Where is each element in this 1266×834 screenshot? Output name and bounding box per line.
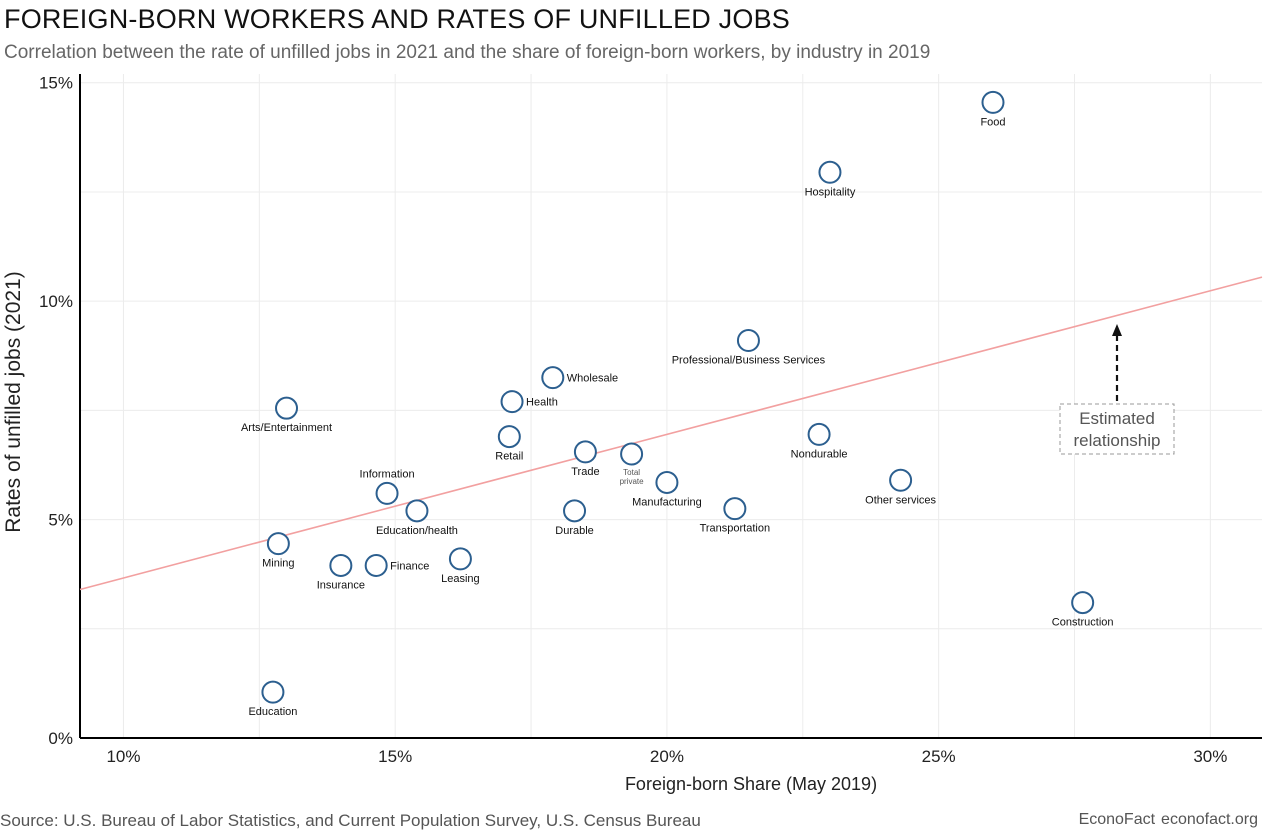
data-label: Food [980,116,1005,128]
data-points: Food Hospitality Professional/Business Ser… [241,90,1114,718]
y-tick-label: 0% [48,729,73,748]
annotation-text: Estimated [1079,409,1155,428]
data-label: Durable [555,525,594,537]
data-label: Education [248,706,297,718]
data-label: Hospitality [805,186,856,198]
data-label: Education/health [376,525,458,537]
data-label: Mining [262,558,294,570]
annotation: Estimated relationship [1059,324,1175,455]
data-label: Transportation [700,523,771,535]
data-label: Finance [390,560,429,572]
data-point [620,442,644,466]
data-point [448,547,472,571]
annotation-text: relationship [1074,431,1161,450]
data-label: Professional/Business Services [672,354,826,366]
data-point [497,425,521,449]
annotation-arrowhead [1112,324,1122,336]
data-label: Arts/Entertainment [241,422,332,434]
data-point [266,532,290,556]
data-point [736,328,760,352]
axes: 10% 15% 20% 25% 30% 0% 5% 10% 15% Foreign-born Sh… [2,74,1262,794]
y-axis-title: Rates of unfilled jobs (2021) [2,271,25,533]
data-point [275,396,299,420]
data-point [405,499,429,523]
data-label: Construction [1052,617,1114,629]
data-label: Wholesale [567,373,618,385]
data-point [261,680,285,704]
data-label: Insurance [317,579,365,591]
data-point [889,468,913,492]
source-note: Source: U.S. Bureau of Labor Statistics,… [0,811,701,830]
chart-subtitle: Correlation between the rate of unfilled… [4,42,931,63]
data-label: Manufacturing [632,496,702,508]
y-tick-label: 5% [48,511,73,530]
x-axis-title: Foreign-born Share (May 2019) [625,774,877,794]
data-label: Retail [495,451,523,463]
brand-name: EconoFact [1078,811,1156,828]
x-tick-label: 20% [650,747,684,766]
data-label: private [620,477,645,486]
x-tick-label: 25% [922,747,956,766]
x-tick-label: 15% [378,747,412,766]
annotation-box [1059,403,1175,455]
data-point [563,499,587,523]
data-point [723,497,747,521]
y-tick-label: 15% [39,74,73,93]
x-tick-label: 10% [106,747,140,766]
data-label: Other services [865,494,936,506]
data-point [573,440,597,464]
data-point [329,553,353,577]
credit: EconoFact econofact.org [1073,811,1258,829]
data-point [655,470,679,494]
data-point [807,422,831,446]
chart-title: FOREIGN-BORN WORKERS AND RATES OF UNFILL… [4,4,790,34]
data-label: Leasing [441,573,480,585]
x-tick-label: 30% [1193,747,1227,766]
data-label: Information [360,468,415,480]
data-point [818,160,842,184]
y-tick-label: 10% [39,292,73,311]
data-label: Nondurable [791,448,848,460]
data-label: Health [526,397,558,409]
data-label: Total [623,468,640,477]
data-point [375,481,399,505]
data-point [1071,591,1095,615]
site-url: econofact.org [1161,811,1258,828]
data-point [981,90,1005,114]
data-point [364,553,388,577]
data-point [500,390,524,414]
data-point [541,366,565,390]
data-label: Trade [571,466,599,478]
